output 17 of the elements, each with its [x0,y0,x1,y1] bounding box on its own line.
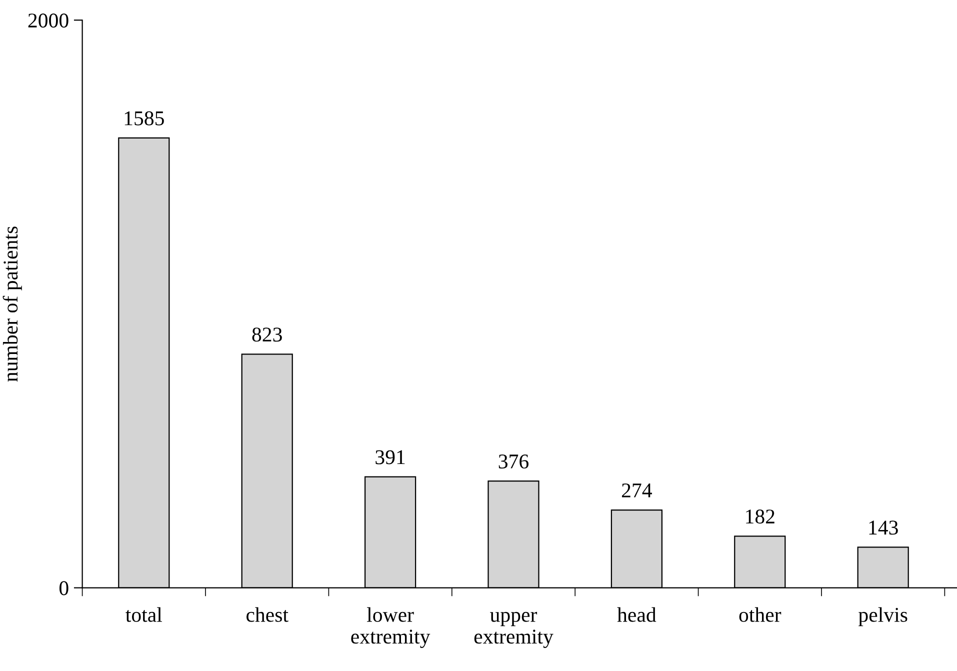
data-label: 182 [746,510,774,524]
x-tick-label: total [126,607,162,622]
x-tick-label: chest [246,607,288,622]
y-tick-label: 2000 [28,14,68,28]
data-label: 823 [252,328,282,342]
x-tick-label: upper extremity [474,612,554,648]
x-tick-label: other [739,607,782,622]
x-tick-label: pelvis [858,607,908,626]
data-label: 376 [498,454,528,469]
data-label: 1585 [124,111,164,126]
data-label: 143 [869,520,898,535]
x-tick-label: head [617,607,656,622]
x-tick-label: lower extremity [351,607,430,648]
y-axis-title: number of patients [2,226,22,382]
data-label: 274 [622,483,652,498]
y-tick-label: 0 [59,581,68,596]
data-label: 391 [376,450,405,464]
